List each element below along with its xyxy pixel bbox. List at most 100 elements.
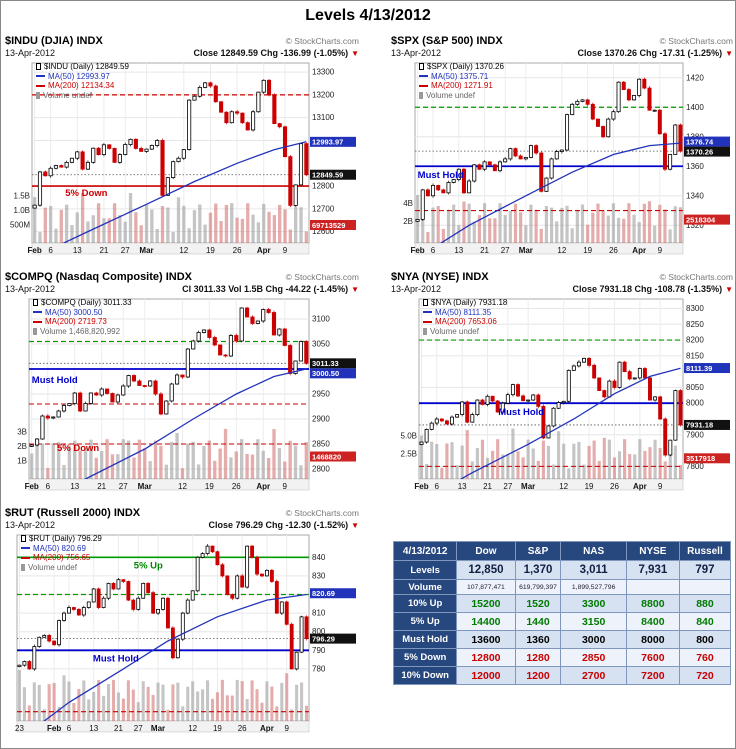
svg-text:8200: 8200 [686,336,704,345]
row-label-cell: Must Hold [392,630,458,649]
stockcharts-copyright-link[interactable]: © StockCharts.com [285,36,359,46]
svg-text:5% Down: 5% Down [65,188,107,199]
svg-text:9: 9 [283,482,288,491]
stockcharts-copyright-link[interactable]: © StockCharts.com [659,36,733,46]
bar-swatch-icon [36,91,40,99]
svg-text:830: 830 [312,571,326,580]
svg-text:12: 12 [559,482,568,491]
table-cell: 2850 [560,648,627,667]
chart-indu: $INDU (DJIA) INDX © StockCharts.com 13-A… [5,35,359,256]
svg-text:9: 9 [283,246,288,255]
svg-text:790: 790 [312,646,326,655]
table-header-cell: 4/13/2012 [392,541,458,561]
chart-date: 13-Apr-2012 [5,284,56,294]
svg-text:13300: 13300 [312,68,335,77]
svg-text:5% Up: 5% Up [134,560,163,571]
table-row: 10% Up 15200 1520 3300 8800 880 [392,594,732,613]
candle-swatch-icon [33,299,38,307]
table-row: 10% Down 12000 1200 2700 7200 720 [392,666,732,685]
legend-item: Volume undef [419,91,504,101]
legend-item: MA(50) 1375.71 [419,72,504,82]
legend-item: Volume 1,468,820,992 [33,327,132,337]
stockcharts-copyright-link[interactable]: © StockCharts.com [659,272,733,282]
svg-text:840: 840 [312,553,326,562]
stockcharts-copyright-link[interactable]: © StockCharts.com [285,508,359,518]
chart-rut: $RUT (Russell 2000) INDX © StockCharts.c… [5,507,359,734]
svg-text:5.0B: 5.0B [401,431,417,440]
table-cell: 720 [678,666,732,685]
svg-text:27: 27 [501,246,510,255]
table-cell: 800 [678,630,732,649]
table-cell: 619,799,397 [514,579,562,595]
svg-text:3B: 3B [17,428,27,437]
table-cell: 840 [678,612,732,631]
table-header-row: 4/13/2012 Dow S&P NAS NYSE Russell [392,541,732,561]
table-row: Levels 12,850 1,370 3,011 7,931 797 [392,560,732,580]
svg-text:Must Hold: Must Hold [418,170,464,181]
svg-text:1B: 1B [17,457,27,466]
svg-text:1320: 1320 [686,221,704,230]
svg-text:69713529: 69713529 [312,221,345,230]
svg-text:Must Hold: Must Hold [32,375,78,386]
indu-candlestick-plot: 1330013200131001300012800127001260012993… [5,60,359,256]
svg-text:3000.50: 3000.50 [312,369,339,378]
svg-text:8150: 8150 [686,351,704,360]
table-cell: 8400 [625,612,680,631]
svg-text:1400: 1400 [686,103,704,112]
levels-table: 4/13/2012 Dow S&P NAS NYSE Russell Levels 12,8… [392,541,732,685]
row-label-cell: 5% Up [392,612,458,631]
table-cell: 760 [678,648,732,667]
chart-legend: $NYA (Daily) 7931.18 MA(50) 8111.35 MA(200… [423,298,507,336]
svg-text:9: 9 [658,482,663,491]
table-cell: 8000 [625,630,680,649]
svg-text:800: 800 [312,627,326,636]
svg-text:2518304: 2518304 [686,215,716,224]
bar-swatch-icon [423,327,427,335]
table-head: 4/13/2012 Dow S&P NAS NYSE Russell [392,541,732,561]
table-cell: 7600 [625,648,680,667]
table-cell: 797 [678,560,732,580]
table-cell [625,579,680,595]
svg-text:2.5B: 2.5B [401,449,417,458]
down-triangle-icon: ▼ [351,285,359,294]
chart-subheader: 13-Apr-2012 Cl 3011.33 Vol 1.5B Chg -44.… [5,284,359,296]
levels-table-container: 4/13/2012 Dow S&P NAS NYSE Russell Levels 12,8… [392,541,732,685]
legend-item: MA(200) 2719.73 [33,317,132,327]
chart-subheader: 13-Apr-2012 Close 7931.18 Chg -108.78 (-… [391,284,733,296]
chart-stats: Close 12849.59 Chg -136.99 (-1.05%) [193,48,349,58]
svg-text:27: 27 [119,482,128,491]
chart-date: 13-Apr-2012 [5,48,56,58]
svg-text:5% Down: 5% Down [57,443,99,454]
stockcharts-copyright-link[interactable]: © StockCharts.com [285,272,359,282]
svg-text:13: 13 [454,246,463,255]
svg-text:3517918: 3517918 [686,454,715,463]
svg-text:21: 21 [483,482,492,491]
svg-text:8111.39: 8111.39 [686,364,712,373]
chart-title: $COMPQ (Nasdaq Composite) INDX [5,271,193,283]
legend-item: Volume undef [423,327,507,337]
legend-item: Volume undef [36,91,129,101]
svg-text:780: 780 [312,664,326,673]
chart-date: 13-Apr-2012 [391,48,442,58]
svg-text:26: 26 [238,724,247,733]
legend-item: MA(50) 3000.50 [33,308,132,318]
chart-header: $RUT (Russell 2000) INDX © StockCharts.c… [5,507,359,520]
legend-item: Volume undef [21,563,102,573]
svg-text:21: 21 [99,246,108,255]
plot-wrap: 8300 8250 8200 8150 8050 8000 7900 7800 8111.39 7… [391,296,733,492]
svg-text:12700: 12700 [312,204,335,213]
svg-text:21: 21 [480,246,489,255]
svg-text:8050: 8050 [686,383,704,392]
table-cell: 1200 [514,666,562,685]
chart-stats: Close 796.29 Chg -12.30 (-1.52%) [208,520,349,530]
nya-candlestick-plot: 8300 8250 8200 8150 8050 8000 7900 7800 8111.39 7… [391,296,733,492]
svg-text:Apr: Apr [633,482,647,491]
svg-text:1468820: 1468820 [312,452,341,461]
table-cell: 107,877,471 [456,579,516,595]
line-swatch-icon [21,547,30,550]
svg-text:1376.74: 1376.74 [686,137,714,146]
table-header-cell: Dow [456,541,516,561]
page-title: Levels 4/13/2012 [305,7,431,24]
line-swatch-icon [423,320,432,323]
